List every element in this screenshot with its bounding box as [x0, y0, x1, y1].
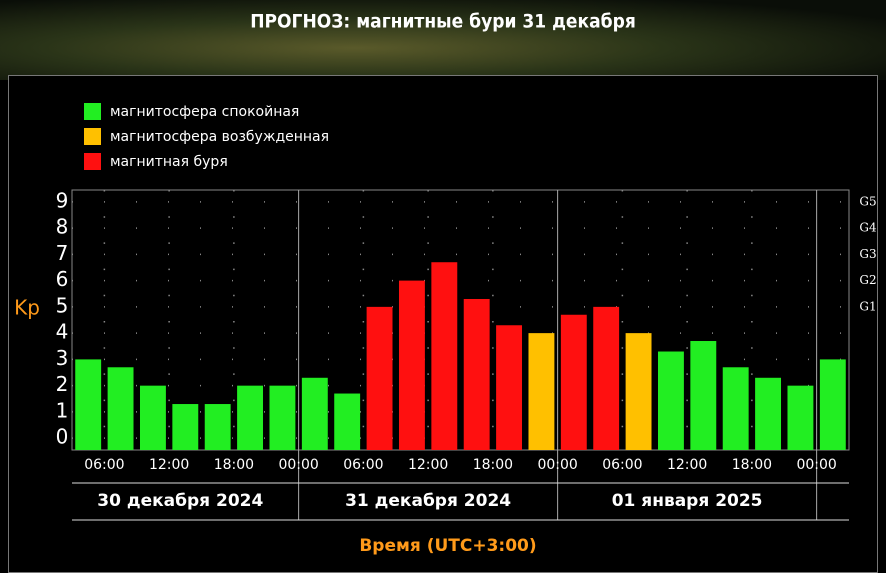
- bar: [560, 314, 587, 450]
- y-tick-label: 3: [56, 346, 69, 370]
- bar: [657, 351, 684, 450]
- bar: [75, 359, 102, 450]
- x-tick-label: 06:00: [602, 457, 642, 473]
- bar: [301, 377, 328, 450]
- legend-swatch: [84, 153, 101, 170]
- chart-title: ПРОГНОЗ: магнитные бури 31 декабря: [250, 11, 636, 33]
- bar: [819, 359, 846, 450]
- x-tick-label: 12:00: [667, 457, 707, 473]
- legend-label: магнитосфера спокойная: [110, 104, 299, 120]
- y2-tick-label: G5: [859, 194, 876, 208]
- bar: [593, 306, 620, 450]
- bar: [334, 393, 361, 450]
- y2-tick-label: G2: [859, 273, 876, 287]
- x-tick-label: 06:00: [84, 457, 124, 473]
- bar: [172, 404, 199, 450]
- y2-tick-label: G1: [859, 299, 876, 313]
- y-tick-label: 8: [56, 215, 69, 239]
- bar: [204, 404, 231, 450]
- day-label: 31 декабря 2024: [345, 491, 511, 511]
- bar: [269, 385, 296, 450]
- bar: [496, 325, 523, 450]
- x-tick-label: 00:00: [796, 457, 836, 473]
- y-tick-label: 2: [56, 372, 69, 396]
- bar: [722, 367, 749, 450]
- plot-area: [71, 189, 850, 451]
- y2-tick-label: G3: [859, 247, 876, 261]
- y-tick-label: 9: [56, 188, 69, 212]
- y-tick-label: 0: [56, 425, 69, 449]
- x-axis-label: Время (UTC+3:00): [359, 536, 536, 556]
- bar: [431, 262, 458, 450]
- header-bg: [0, 0, 886, 80]
- x-tick-label: 06:00: [343, 457, 383, 473]
- y2-tick-label: G4: [859, 221, 877, 235]
- bar: [625, 333, 652, 450]
- y-tick-label: 4: [56, 320, 69, 344]
- legend-label: магнитная буря: [110, 154, 228, 170]
- bar: [528, 333, 555, 450]
- y-tick-label: 7: [56, 241, 69, 265]
- legend-swatch: [84, 128, 101, 145]
- bar: [463, 298, 490, 450]
- x-tick-label: 12:00: [408, 457, 448, 473]
- bar: [139, 385, 166, 450]
- x-tick-label: 18:00: [473, 457, 513, 473]
- legend-swatch: [84, 103, 101, 120]
- x-tick-label: 18:00: [732, 457, 772, 473]
- y-tick-label: 5: [56, 293, 69, 317]
- x-tick-label: 18:00: [214, 457, 254, 473]
- y-tick-label: 1: [56, 398, 69, 422]
- legend-label: магнитосфера возбужденная: [110, 129, 329, 145]
- day-label: 01 января 2025: [612, 491, 763, 511]
- bar: [398, 280, 425, 450]
- y-axis-label: Kp: [14, 296, 40, 320]
- x-tick-label: 00:00: [537, 457, 577, 473]
- bar: [366, 306, 393, 450]
- bar: [755, 377, 782, 450]
- y-tick-label: 6: [56, 267, 69, 291]
- bar: [787, 385, 814, 450]
- bar: [237, 385, 264, 450]
- bar: [690, 341, 717, 450]
- x-tick-label: 12:00: [149, 457, 189, 473]
- day-label: 30 декабря 2024: [97, 491, 263, 511]
- bar: [107, 367, 134, 450]
- x-tick-label: 00:00: [278, 457, 318, 473]
